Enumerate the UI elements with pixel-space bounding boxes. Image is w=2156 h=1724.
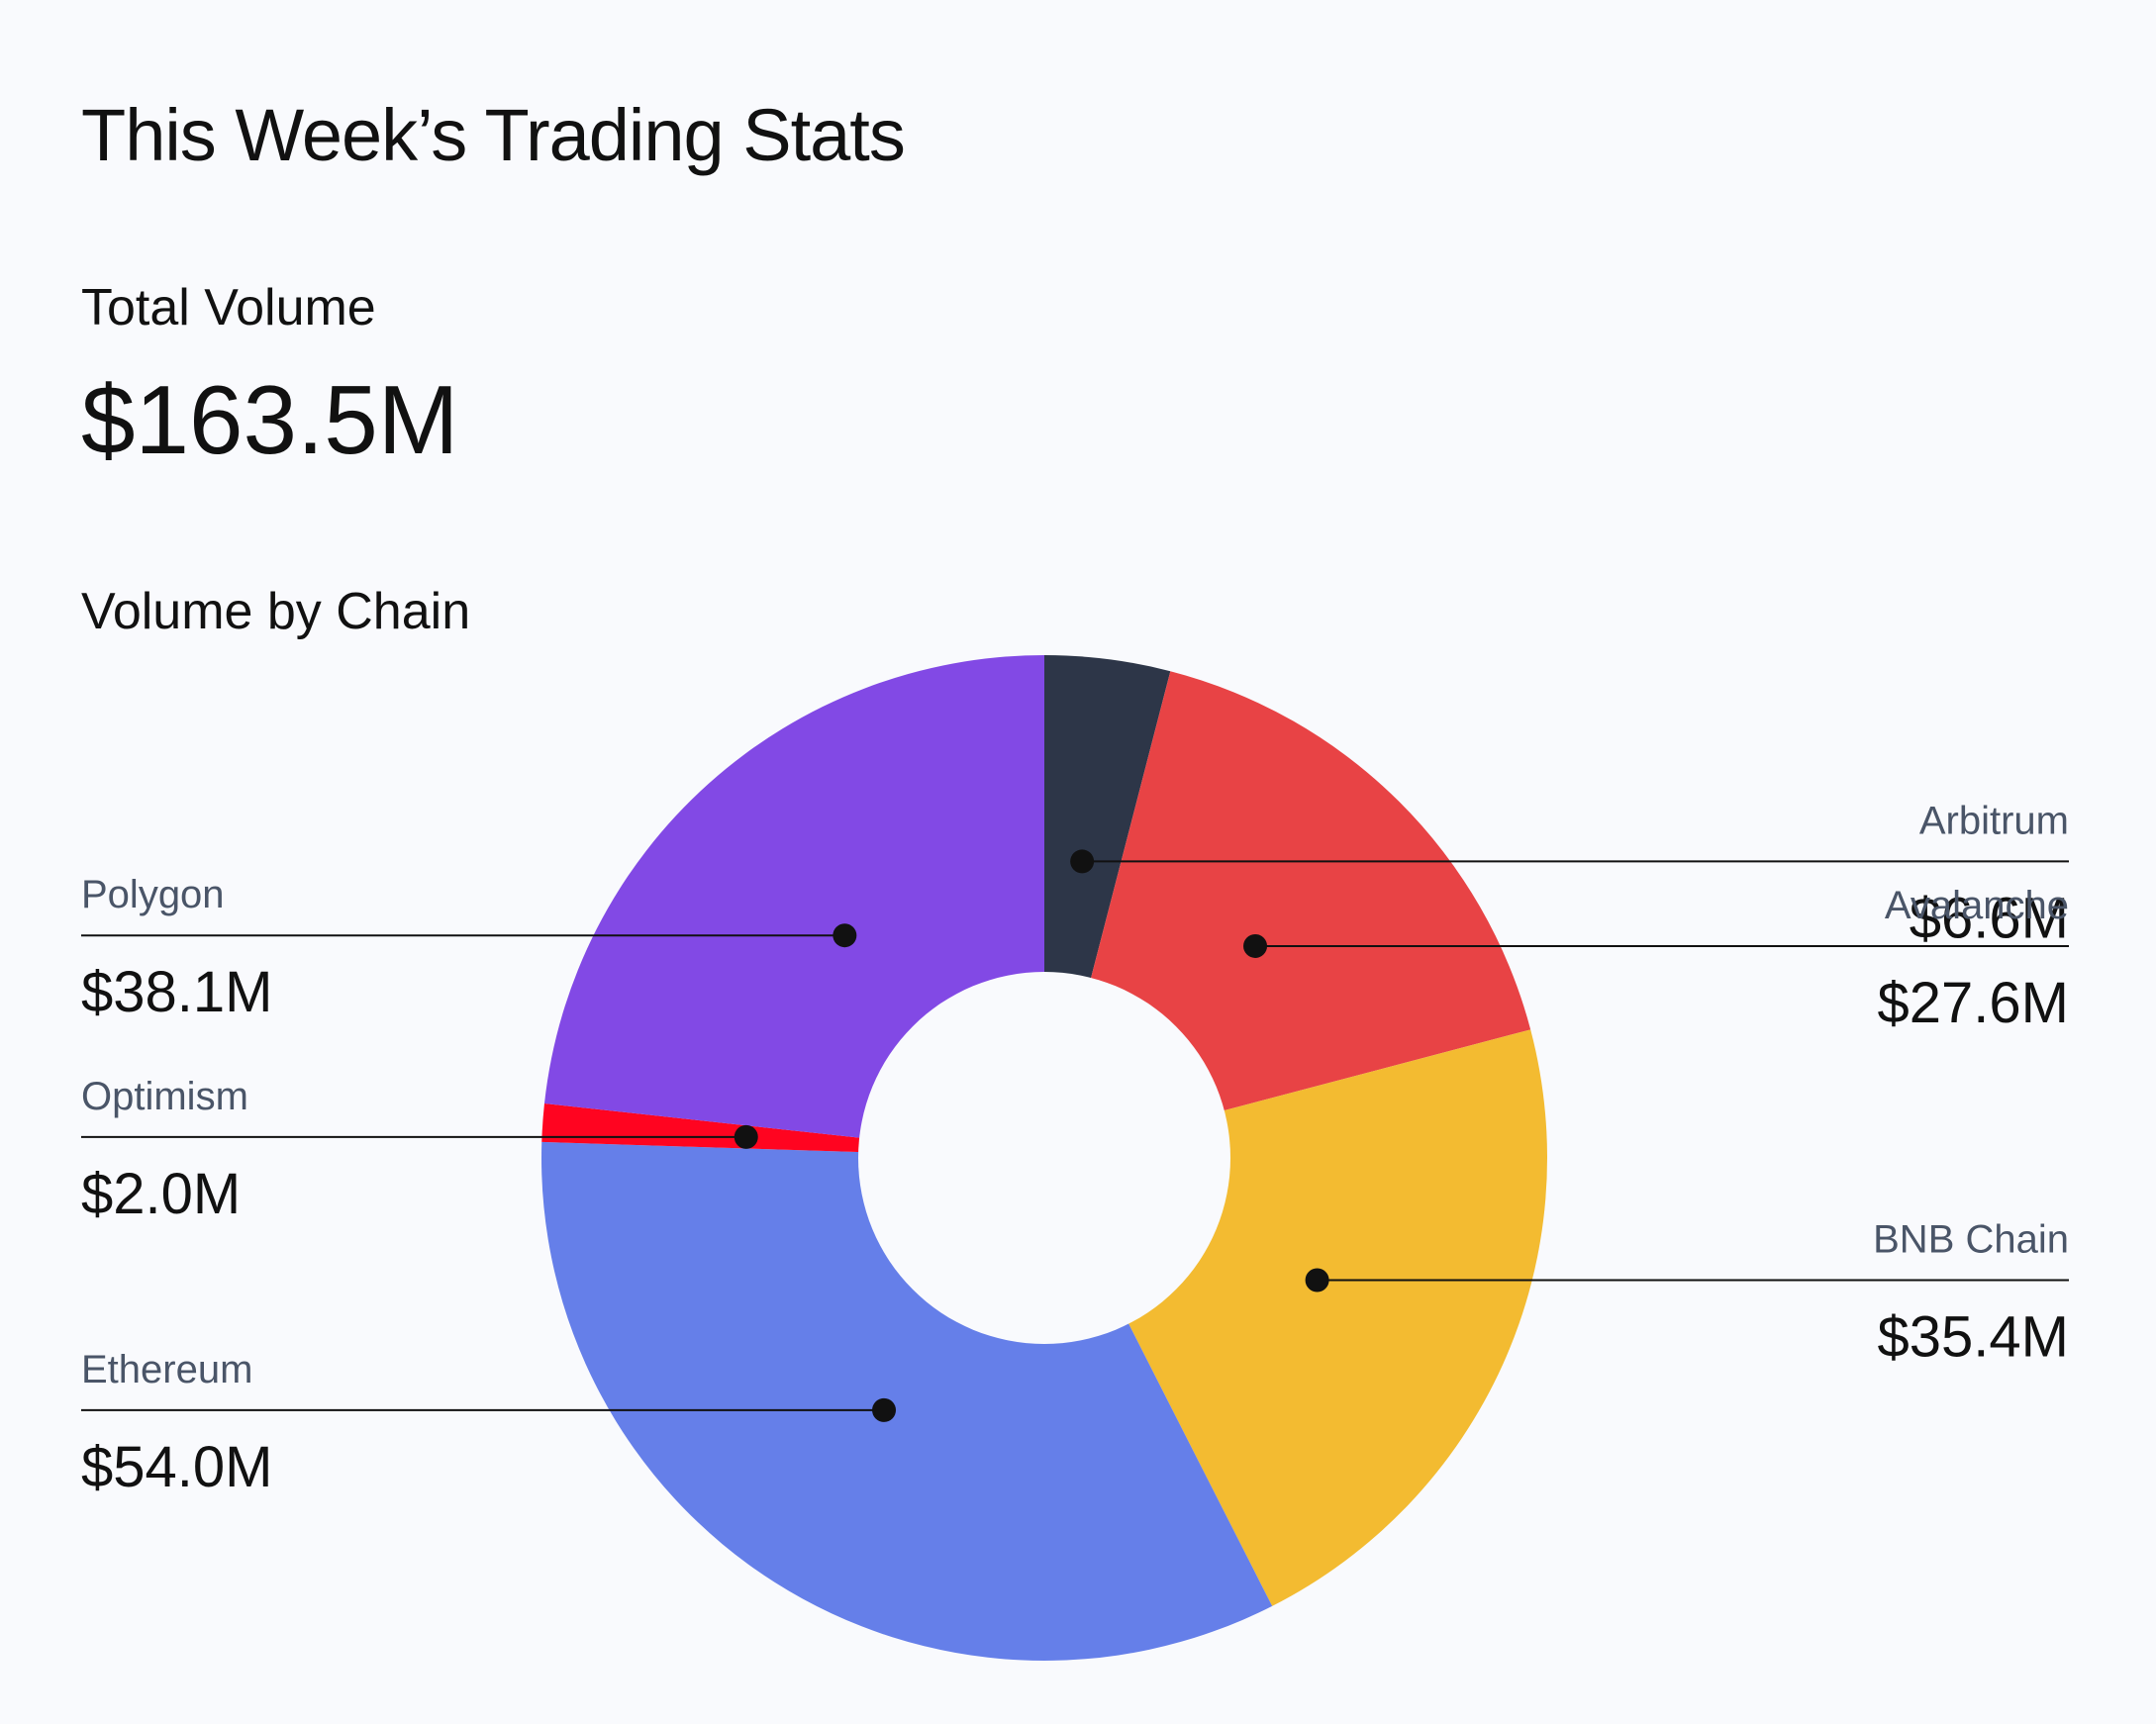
chart-heading: Volume by Chain: [81, 583, 471, 640]
slice-label: Arbitrum: [1919, 799, 2069, 842]
slice-label: Polygon: [81, 873, 225, 916]
callout-avalanche: Avalanche $27.6M: [1243, 884, 2069, 1035]
callout-bnb-chain: BNB Chain $35.4M: [1305, 1217, 2069, 1369]
callout-dot: [1070, 849, 1095, 874]
page-title: This Week’s Trading Stats: [81, 94, 906, 176]
callout-dot: [1243, 933, 1268, 958]
callout-dot: [833, 923, 857, 948]
slice-value: $38.1M: [81, 960, 272, 1024]
callout-dot: [734, 1124, 758, 1149]
slice-value: $2.0M: [81, 1162, 241, 1226]
slice-label: Optimism: [81, 1075, 248, 1118]
total-volume-value: $163.5M: [81, 365, 459, 474]
slice-label: Ethereum: [81, 1348, 252, 1391]
slice-value: $35.4M: [1878, 1304, 2069, 1369]
slice-label: Avalanche: [1885, 884, 2069, 927]
callout-dot: [1305, 1268, 1329, 1293]
slice-value: $6.6M: [1910, 886, 2069, 950]
slice-value: $27.6M: [1878, 971, 2069, 1035]
callout-optimism: Optimism $2.0M: [81, 1075, 758, 1226]
donut-hole: [858, 972, 1230, 1344]
callout-arbitrum: Arbitrum $6.6M: [1070, 799, 2069, 950]
callout-ethereum: Ethereum $54.0M: [81, 1348, 897, 1499]
slice-value: $54.0M: [81, 1435, 272, 1499]
callout-dot: [872, 1397, 897, 1422]
slice-label: BNB Chain: [1873, 1217, 2069, 1261]
callout-polygon: Polygon $38.1M: [81, 873, 857, 1024]
total-volume-label: Total Volume: [81, 279, 376, 336]
